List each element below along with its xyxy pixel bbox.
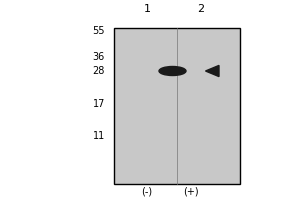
Text: (+): (+)	[183, 187, 198, 197]
Text: 17: 17	[93, 99, 105, 109]
Text: 1: 1	[143, 4, 151, 14]
Text: 28: 28	[93, 66, 105, 76]
Bar	[114, 28, 240, 184]
Text: 2: 2	[197, 4, 205, 14]
Polygon shape	[206, 65, 219, 77]
Text: 11: 11	[93, 131, 105, 141]
Text: (-): (-)	[141, 187, 153, 197]
Ellipse shape	[159, 66, 186, 75]
Text: 55: 55	[92, 26, 105, 36]
Text: 36: 36	[93, 52, 105, 62]
